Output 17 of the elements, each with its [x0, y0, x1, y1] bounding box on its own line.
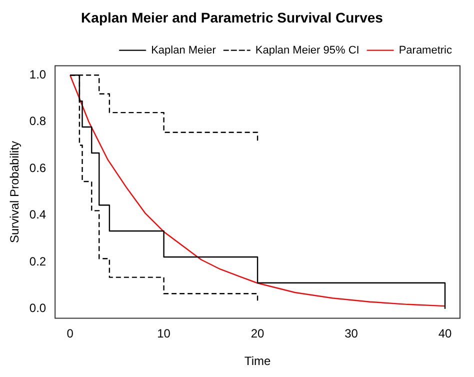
y-tick-label: 1.0	[29, 67, 46, 82]
y-tick-label: 0.8	[29, 114, 46, 128]
legend-label: Parametric	[398, 44, 452, 56]
y-tick-label: 0.6	[29, 160, 46, 175]
y-tick-label: 0.4	[29, 208, 46, 222]
legend-label: Kaplan Meier 95% CI	[255, 44, 360, 56]
y-tick-label: 0.0	[29, 301, 46, 316]
x-tick-label: 10	[157, 326, 171, 341]
x-tick-label: 40	[438, 326, 452, 341]
legend-label: Kaplan Meier	[151, 44, 216, 56]
x-tick-label: 20	[250, 326, 265, 341]
chart-title: Kaplan Meier and Parametric Survival Curves	[81, 9, 384, 26]
x-tick-label: 30	[344, 326, 358, 341]
y-tick-label: 0.2	[29, 254, 46, 268]
y-axis-title: Survival Probability	[8, 140, 22, 244]
x-tick-label: 0	[66, 326, 74, 341]
x-axis-title: Time	[244, 354, 271, 368]
